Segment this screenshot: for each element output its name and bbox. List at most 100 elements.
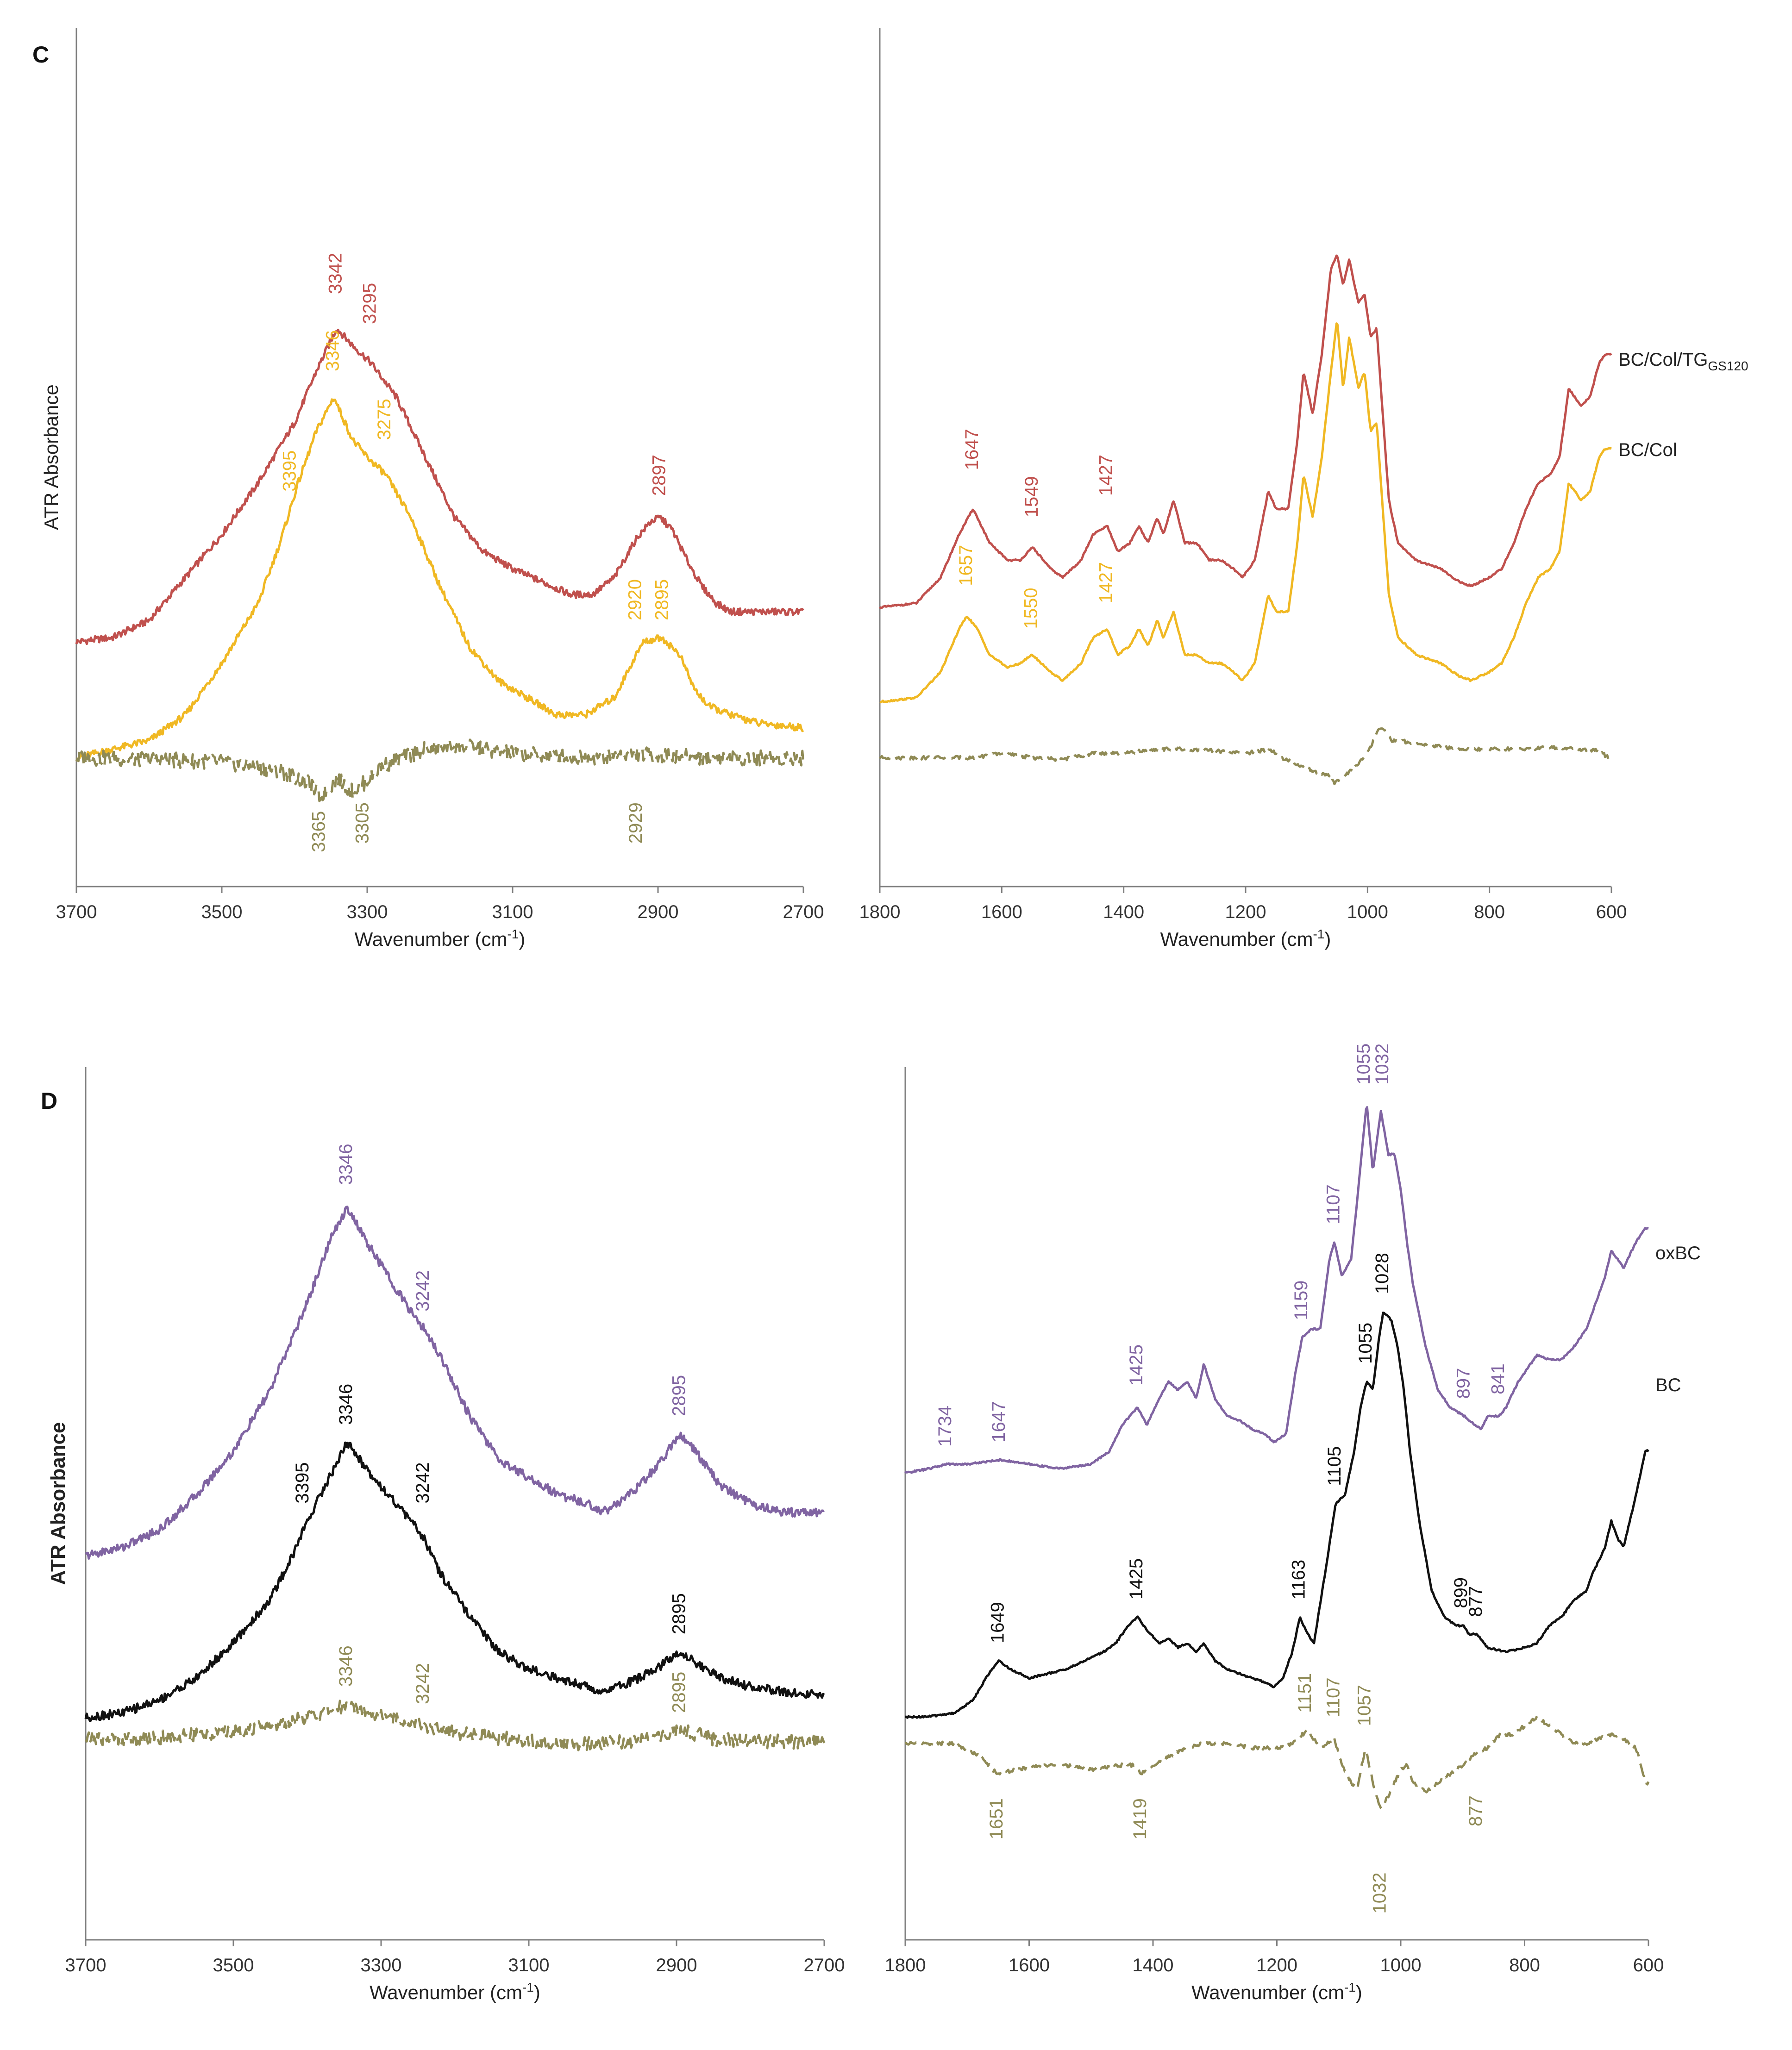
series-line-bc-col-tggs120 — [879, 254, 1612, 610]
x-tick-label: 800 — [1509, 1955, 1540, 1975]
peak-label: 2895 — [669, 1593, 689, 1634]
peak-label: 3346 — [336, 1144, 356, 1185]
x-tick-label: 1000 — [1347, 902, 1388, 922]
x-tick-label: 1800 — [885, 1955, 926, 1975]
peak-label: 3346 — [336, 1384, 356, 1425]
peak-label: 3395 — [280, 450, 300, 492]
peak-label: 3346 — [322, 330, 343, 371]
x-tick-label: 600 — [1596, 902, 1627, 922]
peak-label: 3242 — [413, 1462, 433, 1504]
peak-label: 1107 — [1323, 1677, 1343, 1717]
x-axis-title: Wavenumber (cm-1) — [355, 927, 526, 950]
x-tick-label: 3700 — [65, 1955, 107, 1975]
peak-label: 2897 — [649, 455, 669, 496]
legend-entry: BC — [1655, 1375, 1681, 1395]
peak-label: 1425 — [1126, 1558, 1147, 1600]
peak-label: 1032 — [1372, 1044, 1392, 1085]
peak-label: 1647 — [962, 429, 982, 470]
legend-entry: BC/Col/TGGS120 — [1618, 350, 1748, 373]
peak-label: 1427 — [1096, 562, 1116, 603]
peak-label: 877 — [1466, 1795, 1486, 1826]
peak-label: 1163 — [1289, 1560, 1309, 1600]
x-axis-title-end: ) — [534, 1981, 540, 2003]
x-axis-title-text: Wavenumber (cm — [1160, 928, 1313, 950]
x-tick-label: 3100 — [492, 902, 533, 922]
peak-label: 1651 — [986, 1798, 1007, 1839]
peak-label: 897 — [1453, 1368, 1473, 1399]
x-tick-label: 600 — [1633, 1955, 1664, 1975]
series-line-bc — [905, 1312, 1649, 1719]
peak-label: 1647 — [989, 1401, 1009, 1443]
peak-label: 3275 — [374, 399, 395, 440]
x-axis-title-end: ) — [1324, 928, 1331, 950]
x-tick-label: 3100 — [508, 1955, 550, 1975]
x-axis-title: Wavenumber (cm-1) — [370, 1980, 540, 2003]
peak-label: 1425 — [1126, 1344, 1147, 1386]
peak-label: 1105 — [1324, 1446, 1345, 1486]
legend-entry: oxBC — [1655, 1243, 1701, 1263]
peak-label: 3395 — [292, 1462, 313, 1504]
peak-label: 1151 — [1295, 1673, 1315, 1713]
peak-label: 2895 — [669, 1375, 689, 1416]
chart-c-left: 3700 3500 3300 3100 2900 2700 Wavenumber (cm-1… — [40, 28, 824, 950]
peak-label: 3242 — [413, 1270, 433, 1312]
legend-entry: BC/Col — [1618, 440, 1677, 460]
peak-label: 1657 — [956, 545, 976, 586]
x-tick-label: 1800 — [859, 902, 901, 922]
peak-label: 1055 — [1355, 1323, 1376, 1364]
peak-label: 3295 — [359, 283, 380, 324]
x-axis-title-text: Wavenumber (cm — [370, 1981, 522, 2003]
x-axis-title-text: Wavenumber (cm — [1191, 1981, 1344, 2003]
peak-label: 1427 — [1096, 455, 1116, 496]
legend-label: BC — [1655, 1375, 1681, 1395]
x-tick-label: 800 — [1474, 902, 1505, 922]
legend-label: oxBC — [1655, 1243, 1701, 1263]
peak-label: 3365 — [309, 811, 329, 852]
x-tick-label: 1400 — [1103, 902, 1144, 922]
legend-label: BC/Col — [1618, 440, 1677, 460]
peak-label: 1550 — [1021, 588, 1041, 629]
peak-label: 1057 — [1354, 1685, 1374, 1726]
x-tick-label: 1200 — [1256, 1955, 1297, 1975]
panel-letter-c: C — [32, 42, 49, 68]
peak-label: 2920 — [625, 579, 645, 620]
peak-label: 2895 — [652, 579, 672, 620]
peak-label: 2895 — [669, 1672, 689, 1713]
x-axis-title-end: ) — [519, 928, 525, 950]
x-tick-label: 2700 — [783, 902, 824, 922]
peak-label: 3346 — [336, 1645, 356, 1687]
peak-label: 1649 — [988, 1602, 1008, 1643]
chart-d-right: 1800 1600 1400 1200 1000 800 600 Wavenumber (cm… — [885, 1044, 1701, 2003]
peak-label: 1159 — [1291, 1281, 1311, 1320]
x-axis-title-sup: -1 — [1313, 927, 1324, 941]
peak-label: 3342 — [326, 253, 346, 294]
peak-label: 899 — [1451, 1577, 1471, 1608]
x-axis-title-sup: -1 — [1344, 1980, 1356, 1994]
peak-label: 1419 — [1130, 1798, 1150, 1839]
x-axis-title-sup: -1 — [522, 1980, 534, 1994]
x-axis-title-sup: -1 — [507, 927, 519, 941]
series-line-difference — [879, 727, 1612, 786]
series-line-bc-col — [75, 398, 804, 762]
x-tick-label: 2700 — [804, 1955, 845, 1975]
x-tick-label: 3300 — [361, 1955, 402, 1975]
x-tick-label: 1200 — [1225, 902, 1266, 922]
y-axis-title: ATR Absorbance — [47, 1422, 69, 1585]
x-tick-label: 3700 — [56, 902, 97, 922]
series-line-bc — [84, 1441, 825, 1722]
x-tick-label: 2900 — [656, 1955, 697, 1975]
x-axis-title-end: ) — [1356, 1981, 1362, 2003]
legend-label-sub: GS120 — [1708, 359, 1748, 373]
peak-label: 1107 — [1323, 1184, 1343, 1224]
series-line-bc-col-tggs120 — [75, 329, 804, 645]
series-line-difference — [84, 1700, 826, 1751]
x-tick-label: 1000 — [1380, 1955, 1422, 1975]
x-axis-title: Wavenumber (cm-1) — [1191, 1980, 1362, 2003]
series-line-oxbc — [85, 1206, 825, 1560]
panel-letter-d: D — [41, 1088, 57, 1114]
peak-label: 2929 — [626, 802, 646, 844]
series-line-difference — [75, 738, 805, 802]
series-line-bc-col — [879, 322, 1612, 704]
peak-label: 841 — [1488, 1363, 1508, 1394]
